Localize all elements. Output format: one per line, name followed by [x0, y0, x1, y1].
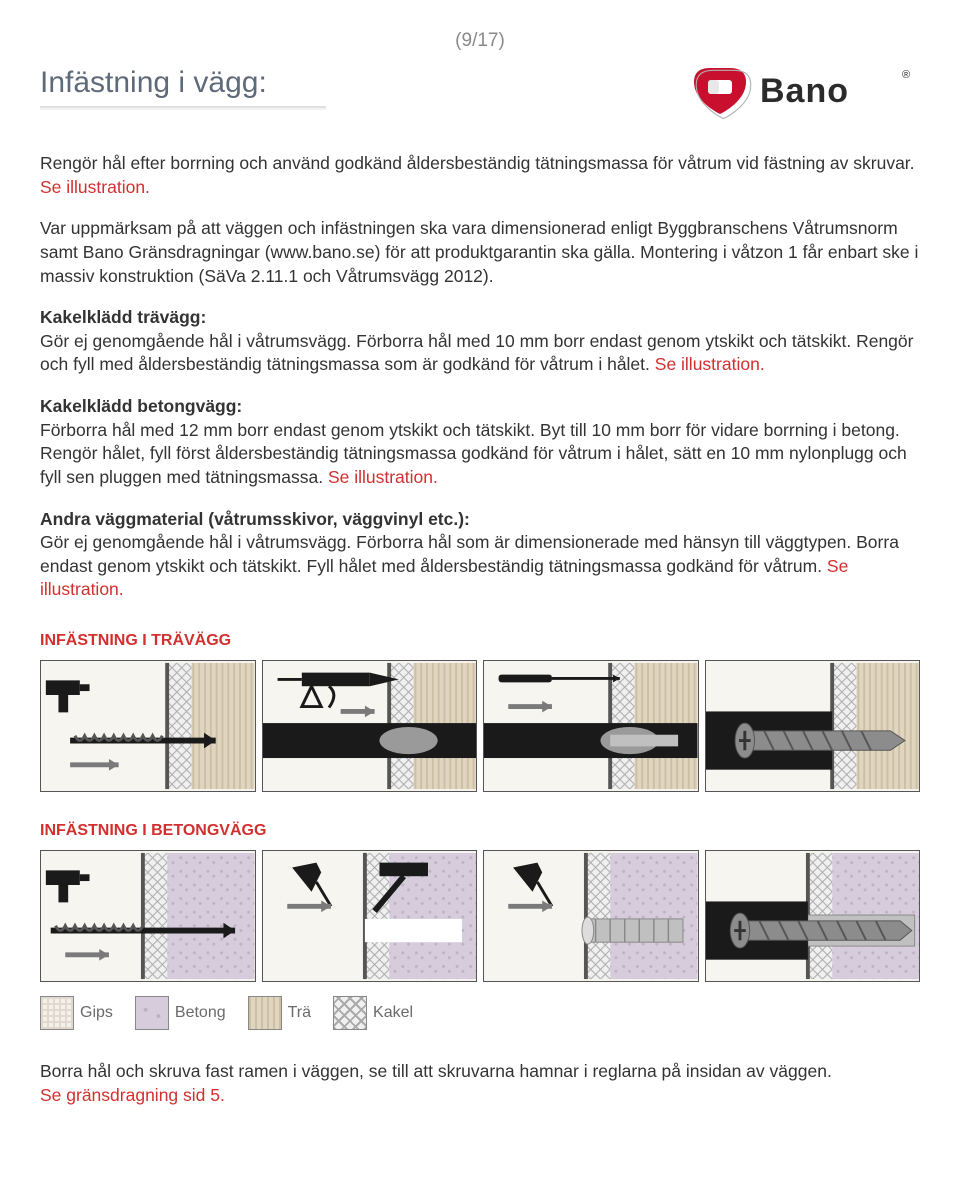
bano-logo-svg: Bano ® — [690, 62, 920, 122]
legend-betong: Betong — [135, 996, 226, 1030]
brand-logo: Bano ® — [690, 62, 920, 122]
diagram-betong-3 — [483, 850, 699, 982]
svg-text:Bano: Bano — [760, 72, 849, 110]
legend-kakel: Kakel — [333, 996, 413, 1030]
diagram-betong-label: INFÄSTNING I BETONGVÄGG — [40, 822, 920, 840]
legend-tra: Trä — [248, 996, 311, 1030]
header: Infästning i vägg: Bano ® — [40, 62, 920, 122]
intro-p1: Rengör hål efter borrning och använd god… — [40, 152, 920, 199]
diagram-betong-1 — [40, 850, 256, 982]
tra-see: Se illustration. — [655, 354, 765, 374]
diagram-betong-4 — [705, 850, 921, 982]
tra-heading: Kakelklädd trävägg: — [40, 307, 206, 327]
intro-p2: Var uppmärksam på att väggen och infästn… — [40, 217, 920, 288]
legend-betong-label: Betong — [175, 1004, 226, 1021]
swatch-tra — [248, 996, 282, 1030]
intro-p1-text: Rengör hål efter borrning och använd god… — [40, 153, 915, 173]
material-legend: Gips Betong Trä Kakel — [40, 996, 920, 1030]
body-text: Rengör hål efter borrning och använd god… — [40, 152, 920, 602]
swatch-kakel — [333, 996, 367, 1030]
andra-heading: Andra väggmaterial (våtrumsskivor, väggv… — [40, 509, 470, 529]
footer-see: Se gränsdragning sid 5. — [40, 1085, 225, 1105]
legend-gips-label: Gips — [80, 1004, 113, 1021]
swatch-betong — [135, 996, 169, 1030]
svg-text:®: ® — [902, 69, 910, 81]
diagram-tra-1 — [40, 660, 256, 792]
section-betong: Kakelklädd betongvägg: Förborra hål med … — [40, 395, 920, 490]
section-andra: Andra väggmaterial (våtrumsskivor, väggv… — [40, 508, 920, 603]
section-tra: Kakelklädd trävägg: Gör ej genomgående h… — [40, 306, 920, 377]
betong-heading: Kakelklädd betongvägg: — [40, 396, 242, 416]
footer-text: Borra hål och skruva fast ramen i väggen… — [40, 1060, 920, 1107]
andra-body: Gör ej genomgående hål i våtrumsvägg. Fö… — [40, 532, 899, 576]
diagram-betong-row — [40, 850, 920, 982]
diagram-tra-2 — [262, 660, 478, 792]
footer-body: Borra hål och skruva fast ramen i väggen… — [40, 1061, 832, 1081]
page-number: (9/17) — [40, 30, 920, 52]
diagram-tra-3 — [483, 660, 699, 792]
betong-body: Förborra hål med 12 mm borr endast genom… — [40, 420, 907, 487]
betong-see: Se illustration. — [328, 467, 438, 487]
see-illustration: Se illustration. — [40, 177, 150, 197]
swatch-gips — [40, 996, 74, 1030]
diagram-tra-row — [40, 660, 920, 792]
page-title: Infästning i vägg: — [40, 62, 326, 108]
tra-body: Gör ej genomgående hål i våtrumsvägg. Fö… — [40, 331, 913, 375]
diagram-tra-4 — [705, 660, 921, 792]
diagram-tra-label: INFÄSTNING I TRÄVÄGG — [40, 632, 920, 650]
legend-kakel-label: Kakel — [373, 1004, 413, 1021]
legend-tra-label: Trä — [288, 1004, 311, 1021]
diagram-betong-2 — [262, 850, 478, 982]
legend-gips: Gips — [40, 996, 113, 1030]
